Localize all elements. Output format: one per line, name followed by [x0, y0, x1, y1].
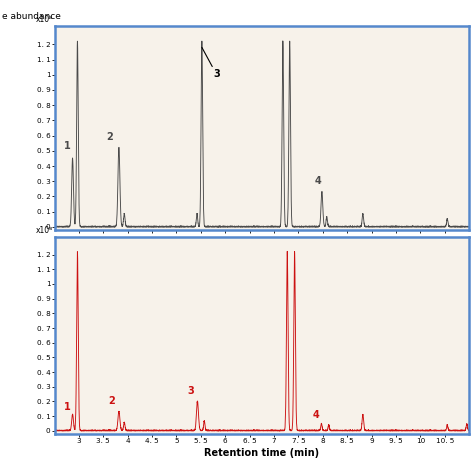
Text: e abundance: e abundance — [2, 12, 61, 21]
Text: 4: 4 — [313, 410, 320, 420]
Text: x10⁸: x10⁸ — [35, 226, 53, 235]
Text: 2: 2 — [107, 132, 113, 142]
Text: 3: 3 — [187, 385, 194, 395]
Text: 4: 4 — [315, 176, 322, 186]
Text: 2: 2 — [108, 396, 115, 406]
Text: x10⁸: x10⁸ — [35, 15, 53, 24]
Text: 1: 1 — [64, 141, 71, 151]
Text: 3: 3 — [202, 47, 220, 79]
X-axis label: Retention time (min): Retention time (min) — [204, 448, 319, 458]
Text: 1: 1 — [64, 401, 71, 412]
